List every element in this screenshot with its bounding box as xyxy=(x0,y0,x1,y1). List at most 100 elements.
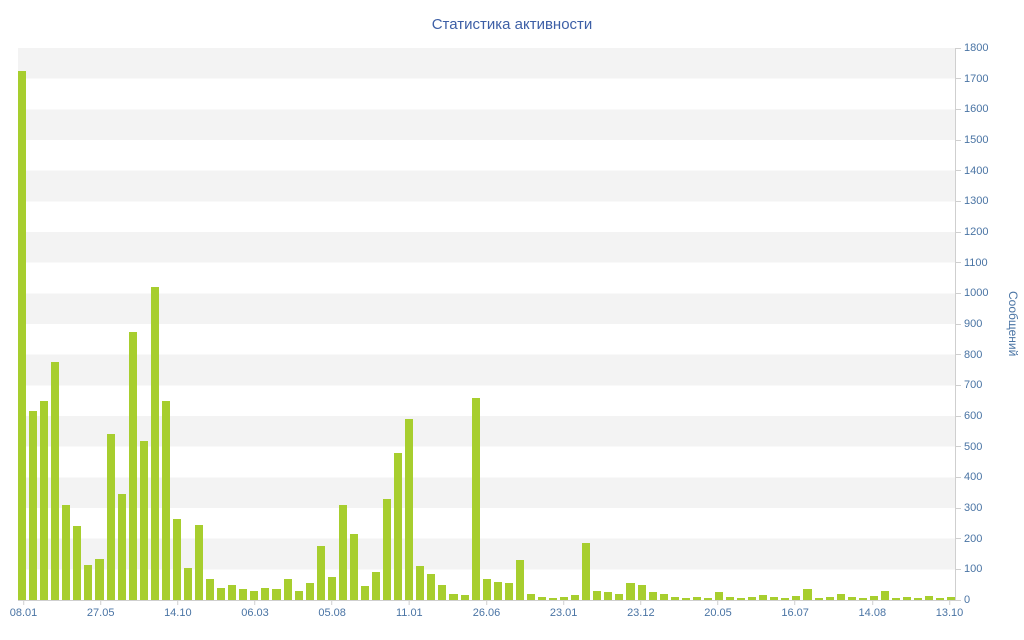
chart-title: Статистика активности xyxy=(431,16,593,33)
bar xyxy=(438,584,447,600)
bar xyxy=(759,595,768,600)
x-tick-mark xyxy=(254,601,256,605)
y-tick: 1000 xyxy=(956,287,988,299)
y-tick-mark xyxy=(956,415,961,417)
y-tick-mark xyxy=(956,599,961,601)
bar xyxy=(880,590,889,600)
bar xyxy=(51,362,60,600)
y-tick-label: 800 xyxy=(964,348,983,361)
y-tick-mark xyxy=(956,78,961,80)
y-tick-label: 0 xyxy=(964,594,971,606)
bar xyxy=(504,583,513,600)
y-tick-mark xyxy=(956,323,961,325)
bar xyxy=(936,597,945,600)
bar xyxy=(582,543,591,600)
x-tick: 13.10 xyxy=(935,601,964,619)
bar xyxy=(615,593,624,600)
y-tick-mark xyxy=(956,292,961,294)
y-tick-mark xyxy=(956,538,961,540)
x-tick: 14.10 xyxy=(164,601,192,619)
bar xyxy=(692,596,701,600)
bar xyxy=(670,596,679,600)
bar xyxy=(95,558,104,600)
x-tick-mark xyxy=(794,601,796,605)
bar xyxy=(537,596,546,600)
x-tick-label: 14.10 xyxy=(164,607,192,619)
bar xyxy=(73,526,82,600)
bar xyxy=(394,452,403,600)
x-tick-mark xyxy=(717,601,719,605)
x-tick-mark xyxy=(177,601,179,605)
bar xyxy=(327,577,336,600)
bar xyxy=(858,598,867,600)
x-tick-mark xyxy=(871,601,873,605)
bar xyxy=(161,400,170,600)
bar xyxy=(726,596,735,600)
y-tick-label: 700 xyxy=(964,379,983,392)
bar xyxy=(770,596,779,600)
y-tick-label: 300 xyxy=(964,502,983,514)
x-tick: 08.01 xyxy=(9,601,38,619)
y-tick: 1100 xyxy=(956,257,988,269)
bar xyxy=(471,397,480,600)
bar xyxy=(360,586,369,600)
x-tick-mark xyxy=(23,601,24,605)
x-tick-label: 20.05 xyxy=(704,607,732,619)
x-tick: 23.12 xyxy=(627,601,655,619)
x-tick-label: 08.01 xyxy=(9,607,38,619)
x-tick: 05.08 xyxy=(318,601,346,619)
bar xyxy=(261,587,270,600)
y-tick: 1300 xyxy=(956,195,988,207)
y-tick: 900 xyxy=(956,318,982,330)
x-tick-label: 16.07 xyxy=(781,607,809,619)
y-tick-label: 1000 xyxy=(964,287,989,300)
bar xyxy=(316,546,325,600)
bar xyxy=(482,578,491,600)
y-tick-mark xyxy=(956,262,961,264)
bar xyxy=(405,419,414,600)
bar xyxy=(305,583,314,600)
bar xyxy=(206,578,215,600)
x-tick-label: 23.12 xyxy=(627,607,655,619)
x-tick-mark xyxy=(948,601,950,605)
bar xyxy=(947,596,956,600)
bar xyxy=(228,584,237,600)
y-tick-label: 900 xyxy=(964,318,983,330)
x-tick-label: 13.10 xyxy=(935,607,964,619)
bar xyxy=(703,598,712,600)
x-tick-label: 11.01 xyxy=(395,607,423,619)
x-tick: 20.05 xyxy=(704,601,732,619)
x-tick-mark xyxy=(100,601,102,605)
x-tick-label: 27.05 xyxy=(86,607,115,619)
x-tick: 14.08 xyxy=(859,601,886,619)
y-tick-mark xyxy=(956,47,961,49)
bar xyxy=(560,596,569,600)
bar xyxy=(626,583,635,600)
bar xyxy=(84,564,93,600)
bar xyxy=(372,572,381,600)
y-axis: 0 100 200 300 400 500 600 700 800 900 1000 1100 1200… xyxy=(956,42,1016,606)
y-tick-label: 200 xyxy=(964,532,983,545)
bar xyxy=(604,592,613,600)
bar xyxy=(493,581,502,600)
bar xyxy=(593,590,602,600)
bar xyxy=(515,560,524,600)
y-tick: 400 xyxy=(956,471,982,483)
y-tick: 1200 xyxy=(956,226,988,238)
bar xyxy=(460,595,469,600)
bar xyxy=(681,598,690,600)
bar xyxy=(416,566,425,600)
bar xyxy=(549,598,558,600)
y-tick-label: 1300 xyxy=(964,195,989,208)
y-tick: 0 xyxy=(956,594,970,606)
x-tick: 27.05 xyxy=(86,601,115,619)
y-tick-label: 400 xyxy=(964,471,983,484)
x-tick: 23.01 xyxy=(550,601,577,619)
bar xyxy=(891,598,900,600)
bar xyxy=(659,593,668,600)
y-tick-mark xyxy=(956,384,961,386)
y-axis-title: Сообщений xyxy=(1006,291,1020,357)
bar xyxy=(825,596,834,600)
bar xyxy=(217,587,226,600)
y-tick-mark xyxy=(956,108,961,110)
